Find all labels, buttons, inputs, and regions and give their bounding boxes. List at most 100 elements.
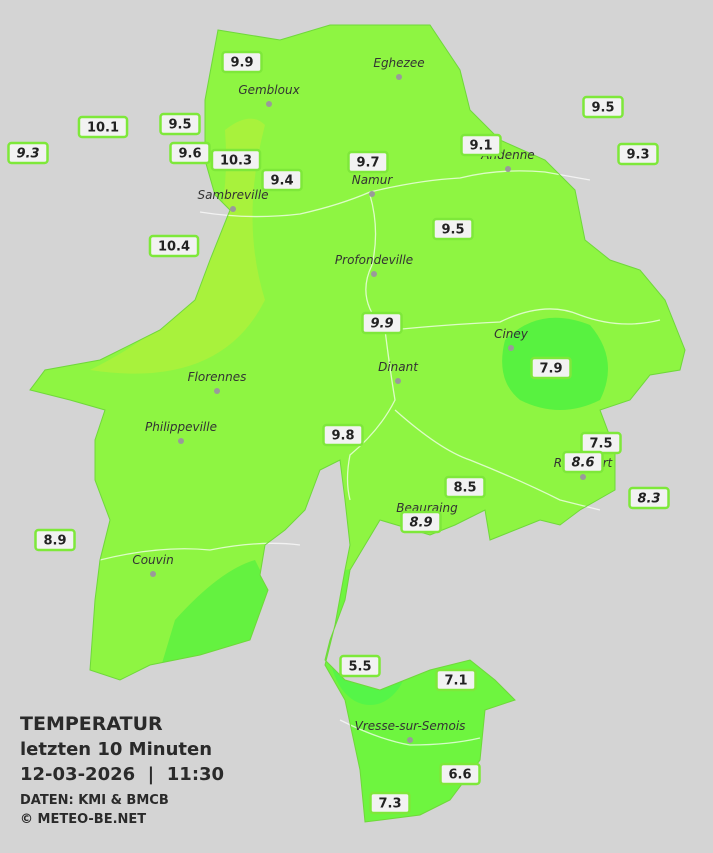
- city-dot: [178, 438, 184, 444]
- station-box: [221, 50, 263, 74]
- station-value: 9.6: [178, 147, 201, 162]
- city-dot: [395, 378, 401, 384]
- city-name: Ciney: [494, 327, 529, 341]
- subtitle: letzten 10 Minuten: [20, 739, 212, 760]
- station-box: [34, 528, 76, 552]
- station-value: 5.5: [348, 660, 371, 675]
- city-name: Gembloux: [238, 83, 300, 97]
- station-value: 9.5: [168, 118, 191, 133]
- station-value: 7.5: [589, 437, 612, 452]
- station-box: [582, 95, 624, 119]
- source: DATEN: KMI & BMCB: [20, 793, 169, 808]
- station-label: 9.5: [582, 95, 624, 119]
- station-box: [347, 150, 389, 174]
- station-box: [7, 141, 49, 165]
- copyright: © METEO-BE.NET: [20, 812, 146, 827]
- station-label: 8.6: [562, 450, 604, 474]
- station-label: 7.3: [369, 791, 411, 815]
- station-box: [169, 141, 211, 165]
- station-label: 9.5: [159, 112, 201, 136]
- station-box: [261, 168, 303, 192]
- station-value: 9.9: [230, 56, 253, 71]
- station-value: 9.1: [469, 139, 492, 154]
- station-label: 6.6: [439, 762, 481, 786]
- station-box: [339, 654, 381, 678]
- city-name: Profondeville: [335, 253, 413, 267]
- station-box: [322, 423, 364, 447]
- station-label: 8.9: [34, 528, 76, 552]
- station-label: 9.6: [169, 141, 211, 165]
- station-box: [628, 486, 670, 510]
- city-name: Sambreville: [197, 188, 268, 202]
- city-dot: [230, 206, 236, 212]
- station-label: 9.3: [617, 142, 659, 166]
- title: TEMPERATUR: [20, 713, 163, 735]
- station-label: 7.5: [580, 431, 622, 455]
- city-name: Dinant: [378, 360, 419, 374]
- city-dot: [150, 571, 156, 577]
- station-box: [210, 148, 262, 172]
- station-label: 9.9: [221, 50, 263, 74]
- station-label: 9.7: [347, 150, 389, 174]
- station-value: 9.4: [270, 174, 293, 189]
- station-label: 8.9: [400, 510, 442, 534]
- station-label: 9.8: [322, 423, 364, 447]
- station-box: [148, 234, 200, 258]
- station-layer: 9.9 10.1 9.5 9.6 10.3 9.4 9.7 9.1 9.5 9.3 9.3 10.4 9…: [7, 50, 670, 815]
- station-value: 8.9: [409, 516, 432, 531]
- station-label: 10.1: [77, 115, 129, 139]
- station-value: 6.6: [448, 768, 471, 783]
- station-value: 9.5: [591, 101, 614, 116]
- station-value: 9.3: [16, 147, 39, 162]
- station-value: 7.9: [539, 362, 562, 377]
- city-name: Eghezee: [373, 56, 424, 70]
- station-label: 10.4: [148, 234, 200, 258]
- station-box: [159, 112, 201, 136]
- station-value: 9.7: [356, 156, 379, 171]
- station-label: 8.3: [628, 486, 670, 510]
- station-value: 9.3: [626, 148, 649, 163]
- station-value: 10.1: [87, 121, 119, 136]
- station-label: 9.9: [361, 311, 403, 335]
- city-name: Namur: [352, 173, 394, 187]
- city-layer: EghezeeGemblouxAndenneNamurSambrevillePr…: [132, 56, 614, 743]
- city-dot: [396, 74, 402, 80]
- station-box: [432, 217, 474, 241]
- city-dot: [371, 271, 377, 277]
- station-value: 10.4: [158, 240, 190, 255]
- city-name: Florennes: [188, 370, 247, 384]
- station-label: 7.1: [435, 668, 477, 692]
- station-label: 8.5: [444, 475, 486, 499]
- station-box: [562, 450, 604, 474]
- station-box: [617, 142, 659, 166]
- city-dot: [505, 166, 511, 172]
- zone-warm: [90, 118, 265, 374]
- station-label: 9.4: [261, 168, 303, 192]
- station-value: 8.5: [453, 481, 476, 496]
- city-dot: [266, 101, 272, 107]
- city-dot: [369, 191, 375, 197]
- city-dot: [214, 388, 220, 394]
- city-name: Couvin: [132, 553, 173, 567]
- station-value: 10.3: [220, 154, 252, 169]
- station-value: 9.9: [370, 317, 393, 332]
- station-label: 10.3: [210, 148, 262, 172]
- station-box: [460, 133, 502, 157]
- station-label: 5.5: [339, 654, 381, 678]
- station-box: [444, 475, 486, 499]
- station-box: [435, 668, 477, 692]
- city-name: Philippeville: [145, 420, 217, 434]
- station-value: 8.6: [571, 456, 594, 471]
- city-dot: [407, 737, 413, 743]
- station-label: 9.5: [432, 217, 474, 241]
- station-value: 8.9: [43, 534, 66, 549]
- station-value: 9.5: [441, 223, 464, 238]
- city-dot: [580, 474, 586, 480]
- station-box: [530, 356, 572, 380]
- timestamp: 12-03-2026 | 11:30: [20, 764, 224, 785]
- station-box: [369, 791, 411, 815]
- station-value: 8.3: [637, 492, 660, 507]
- station-value: 7.3: [378, 797, 401, 812]
- station-box: [439, 762, 481, 786]
